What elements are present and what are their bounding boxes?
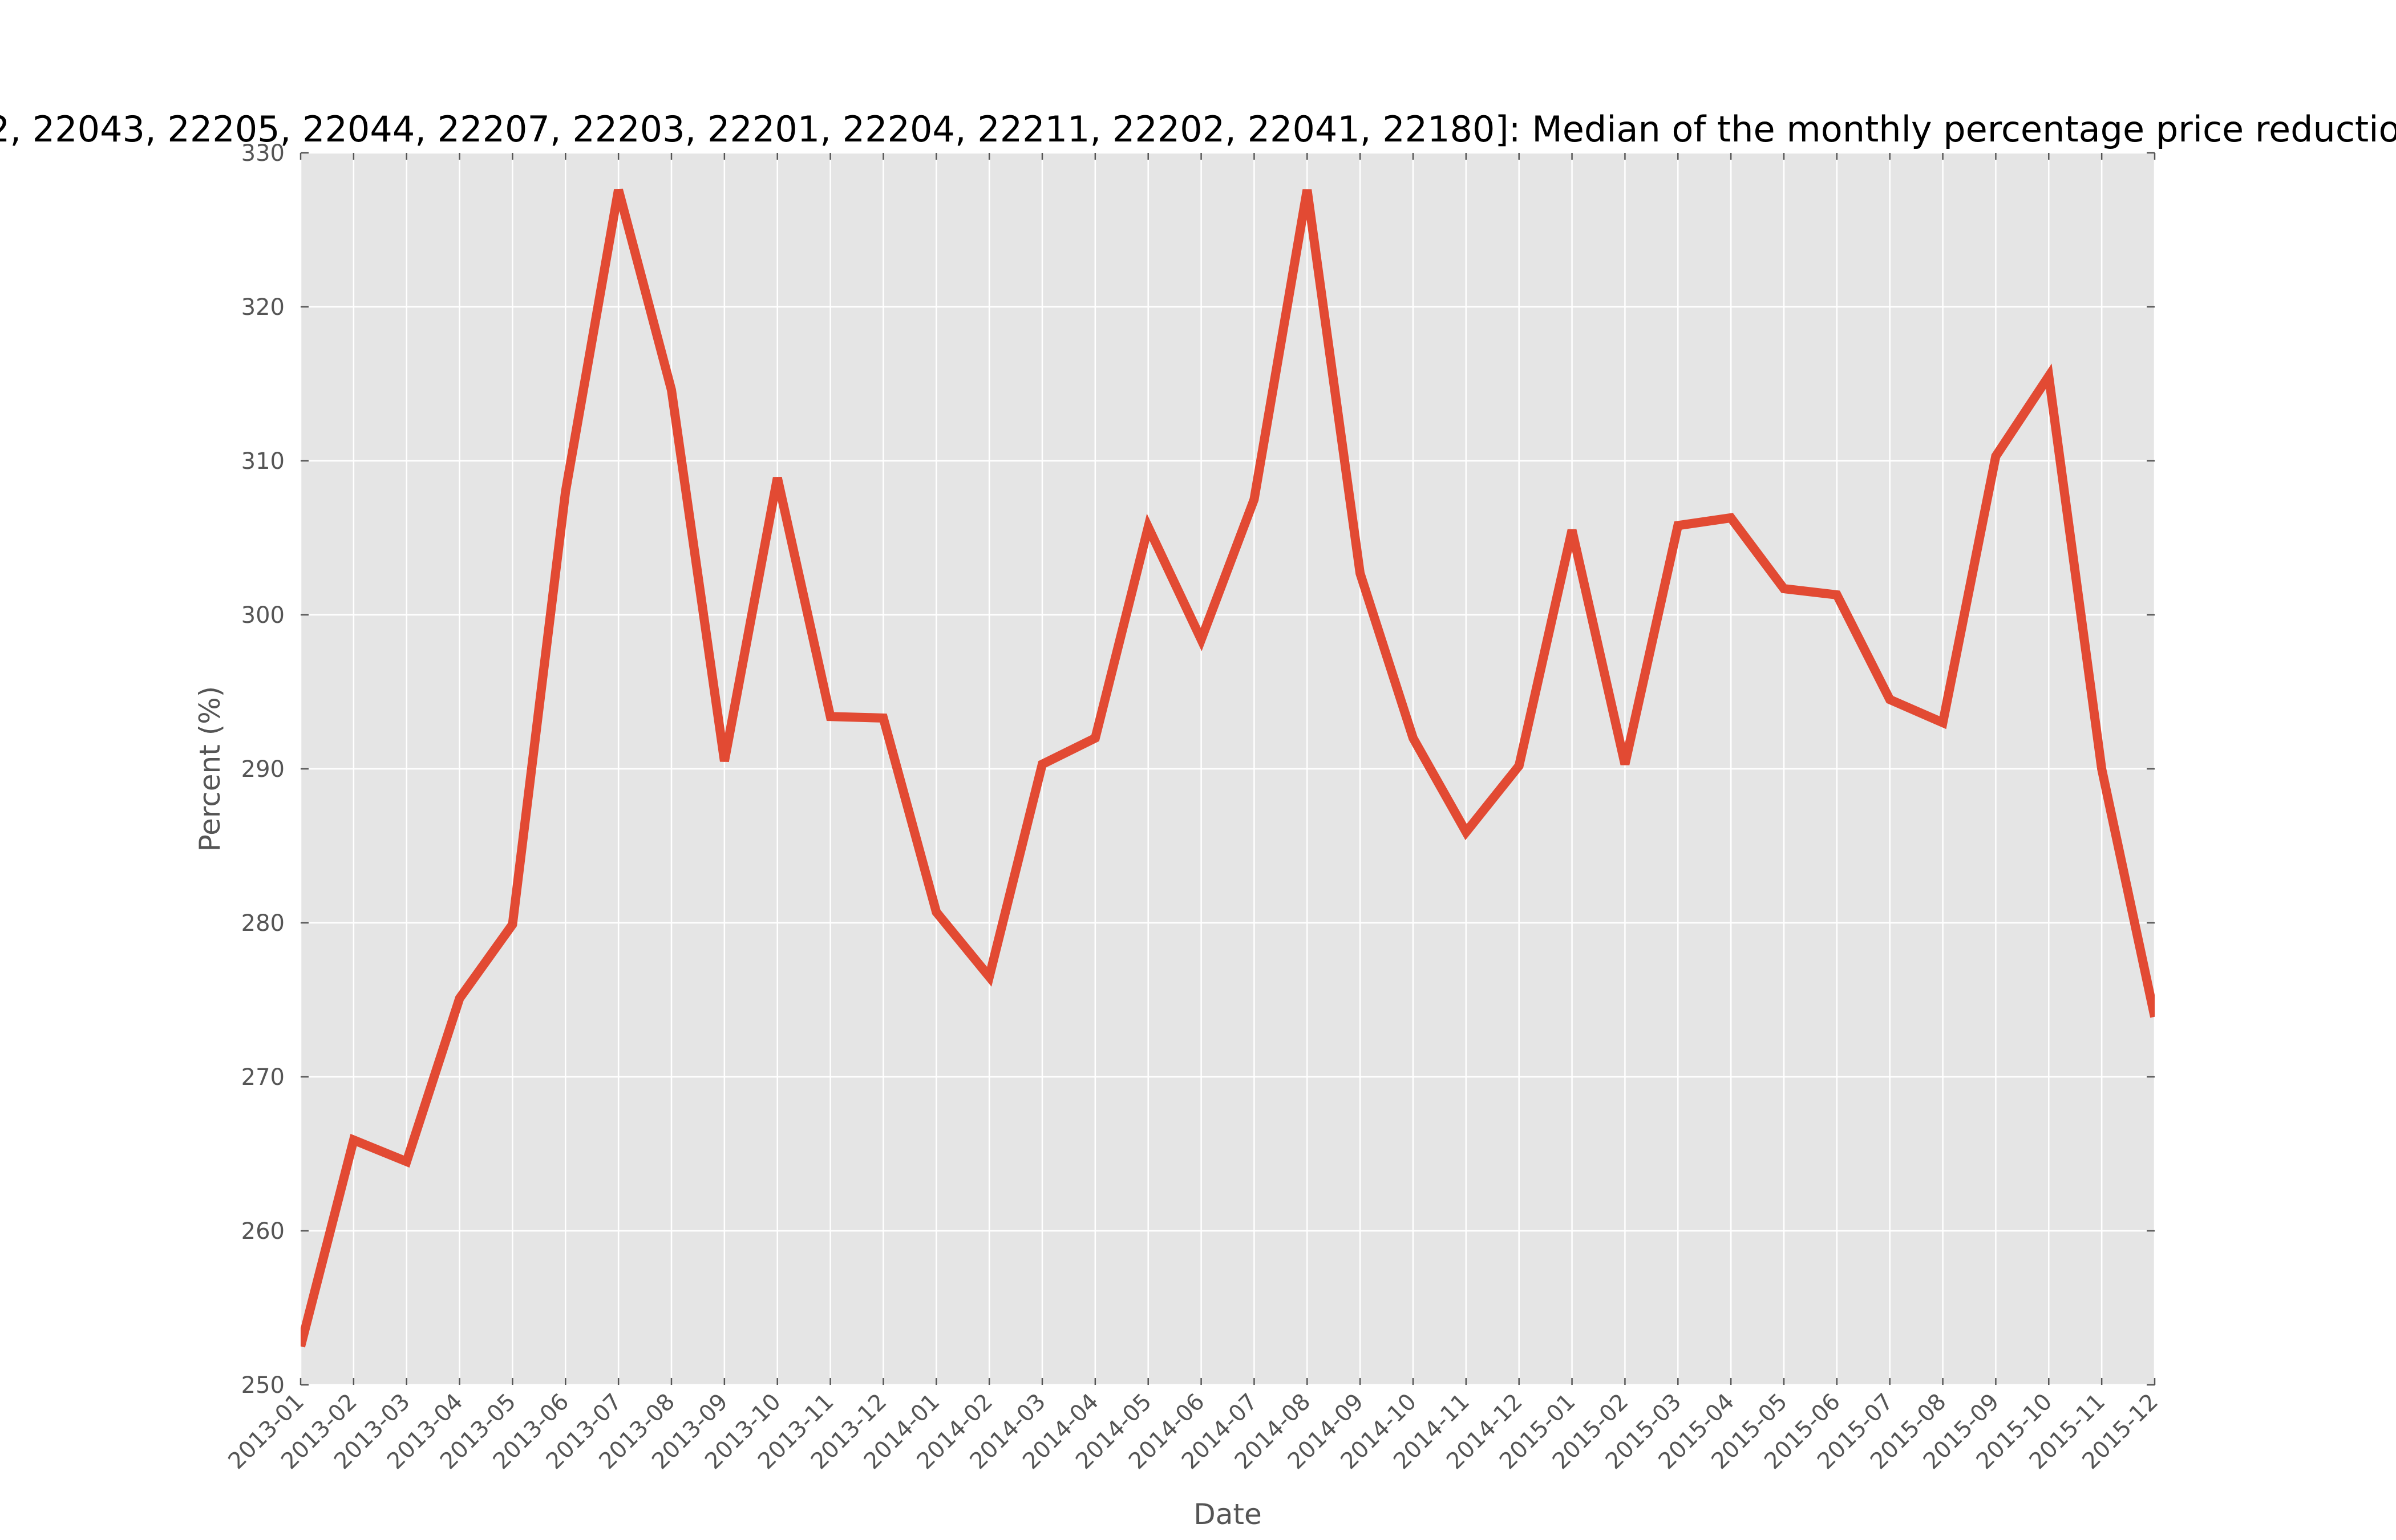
y-tick-label: 250 [241, 1372, 285, 1399]
series-line [301, 188, 2155, 1348]
y-tick-label: 330 [241, 140, 285, 167]
series-layer [301, 188, 2155, 1348]
y-tick-label: 320 [241, 294, 285, 321]
chart-title: 2, 22043, 22205, 22044, 22207, 22203, 22… [0, 108, 2396, 150]
y-tick-label: 310 [241, 448, 285, 475]
y-tick-label: 260 [241, 1218, 285, 1245]
y-axis-label: Percent (%) [193, 686, 226, 852]
y-tick-label: 270 [241, 1064, 285, 1091]
y-tick-label: 300 [241, 602, 285, 629]
y-tick-label: 290 [241, 756, 285, 783]
x-axis-label: Date [1193, 1498, 1262, 1531]
y-tick-label: 280 [241, 910, 285, 937]
